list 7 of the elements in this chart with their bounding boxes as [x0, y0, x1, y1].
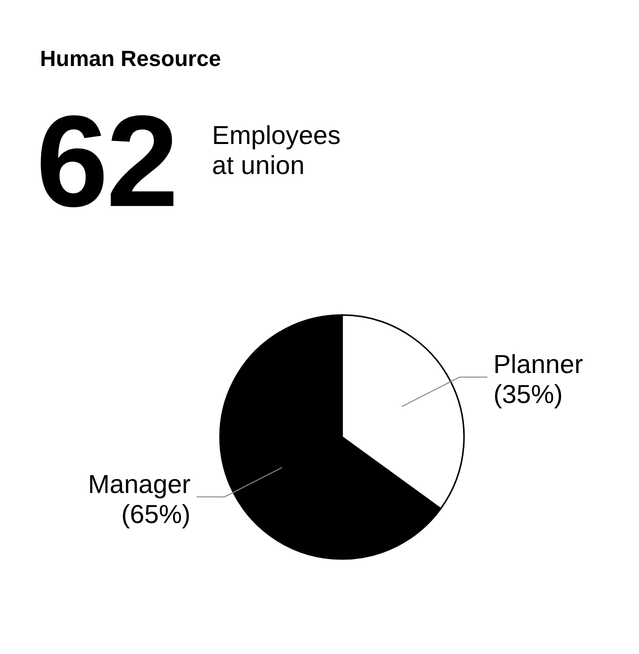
- chart-title: Human Resource: [40, 46, 221, 72]
- slice-label: Planner: [493, 349, 584, 380]
- slice-label: Manager: [88, 468, 191, 499]
- text: 62: [36, 88, 177, 234]
- data-label: (65%): [121, 498, 191, 529]
- data-label: (35%): [493, 379, 563, 410]
- text: Employees at union: [212, 120, 342, 180]
